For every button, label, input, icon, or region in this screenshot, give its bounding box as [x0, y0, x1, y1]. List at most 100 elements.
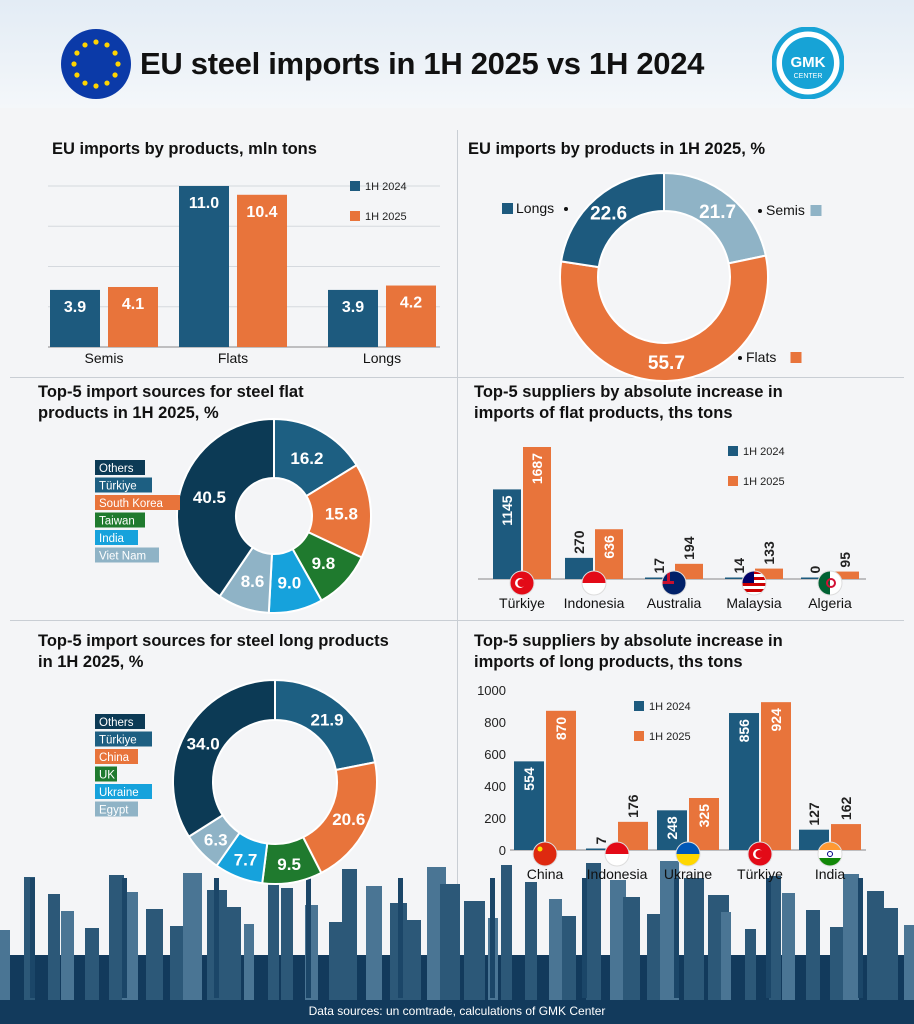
bar-1h2024-china	[514, 761, 544, 850]
bar-1h2025-longs	[386, 285, 436, 347]
building	[549, 899, 562, 1000]
flag-border	[817, 570, 843, 596]
data-label: 325	[696, 804, 712, 828]
bar-1h2024-malaysia	[725, 577, 753, 579]
building	[782, 893, 795, 1000]
data-label: 127	[806, 802, 822, 826]
bar-1h2025-china	[546, 710, 576, 850]
data-label: 4.2	[400, 295, 422, 312]
slice-value-label: 16.2	[290, 449, 323, 468]
building	[24, 877, 35, 1000]
star-icon	[74, 50, 80, 56]
data-label: 194	[681, 536, 697, 560]
building	[366, 886, 382, 1000]
slice-others	[172, 678, 276, 839]
flag-border	[581, 570, 607, 596]
x-tick-label: Longs	[363, 350, 401, 366]
building	[342, 869, 357, 1000]
bar-1h2025-malaysia	[755, 568, 783, 579]
building	[623, 897, 640, 1000]
legend-badge	[95, 784, 152, 799]
flag-body	[605, 842, 629, 866]
star-icon	[82, 80, 88, 86]
legend-badge	[95, 460, 145, 475]
star-icon	[71, 61, 77, 67]
horizontal-divider	[10, 377, 904, 378]
bar-1h2024-semis	[50, 289, 100, 347]
bar-1h2024-algeria	[801, 577, 829, 579]
building	[586, 863, 601, 1000]
bar-1h2024-australia	[645, 577, 673, 579]
bar-chart-long_increase: 0 200 400 600 800 1000 554 870 China 7 176 Indonesi…	[477, 683, 866, 882]
slice-value-label: 9.8	[312, 554, 336, 573]
vertical-divider	[457, 130, 458, 890]
data-label: 176	[625, 794, 641, 818]
bar-1h2024-flats	[179, 186, 229, 347]
y-tick-label: 600	[484, 747, 506, 762]
legend-badge	[95, 495, 180, 510]
flag-part	[742, 589, 766, 592]
building	[525, 882, 537, 1000]
donut-chart-long_sources: 21.9 20.6 9.5 7.7 6.3 34.0 Others Türkiye China U…	[95, 678, 378, 885]
legend-label: 1H 2025	[365, 211, 407, 223]
slice-value-label: 34.0	[187, 734, 220, 753]
china-flag-icon	[532, 841, 558, 867]
slice-value-label: 21.9	[311, 711, 344, 730]
bar-1h2024-indonesia	[586, 848, 616, 850]
legend-label: Ukraine	[99, 787, 139, 799]
building	[830, 927, 845, 1000]
data-label: 856	[736, 719, 752, 743]
data-label: 14	[731, 558, 747, 574]
data-label: 17	[651, 558, 667, 574]
star-icon	[82, 42, 88, 48]
flag-body	[533, 842, 557, 866]
legend-badge	[95, 477, 152, 493]
legend-label: 1H 2024	[365, 181, 407, 193]
building	[562, 916, 576, 1000]
legend-label: India	[99, 533, 125, 545]
chart-title: Top-5 import sources for steel long prod…	[38, 632, 389, 671]
data-label: 4.1	[122, 296, 144, 313]
x-tick-label: Indonesia	[587, 866, 648, 882]
data-label: 7	[593, 837, 609, 845]
y-tick-label: 200	[484, 811, 506, 826]
slice-value-label: 8.6	[241, 572, 265, 591]
slice-others	[176, 417, 275, 598]
flag-border	[532, 841, 558, 867]
building	[610, 880, 626, 1000]
legend-badge	[95, 731, 152, 747]
x-tick-label: Australia	[647, 595, 702, 611]
donut-chart-products_pct: 21.7 55.7 22.6	[559, 171, 769, 382]
bar-1h2025-flats	[237, 194, 287, 347]
flag-part	[818, 571, 830, 595]
building	[501, 865, 512, 1000]
building	[806, 910, 820, 1000]
data-label: 10.4	[246, 204, 277, 221]
x-tick-label: Malaysia	[726, 595, 781, 611]
flag-border	[817, 841, 843, 867]
chimney	[398, 878, 403, 998]
legend-label: Others	[99, 717, 134, 729]
building	[403, 920, 421, 1000]
data-label: 95	[837, 552, 853, 568]
building	[0, 930, 10, 1000]
star-icon	[112, 72, 118, 78]
slice-value-label: 22.6	[590, 204, 627, 225]
data-label: 270	[571, 530, 587, 554]
x-tick-label: Algeria	[808, 595, 852, 611]
data-label: 554	[521, 767, 537, 791]
legend-swatch	[728, 446, 738, 456]
legend-label: Türkiye	[99, 481, 137, 493]
legend-swatch	[634, 701, 644, 711]
chimney	[766, 878, 771, 998]
data-label: 3.9	[342, 299, 364, 316]
x-tick-label: Türkiye	[499, 595, 545, 611]
flag-body	[818, 571, 842, 595]
bar-1h2025-türkiye	[761, 702, 791, 850]
slice-flats	[559, 254, 769, 382]
building	[769, 876, 781, 1000]
slice-value-label: 9.5	[277, 855, 301, 874]
bar-1h2025-türkiye	[523, 447, 551, 579]
flag-body	[582, 571, 606, 595]
